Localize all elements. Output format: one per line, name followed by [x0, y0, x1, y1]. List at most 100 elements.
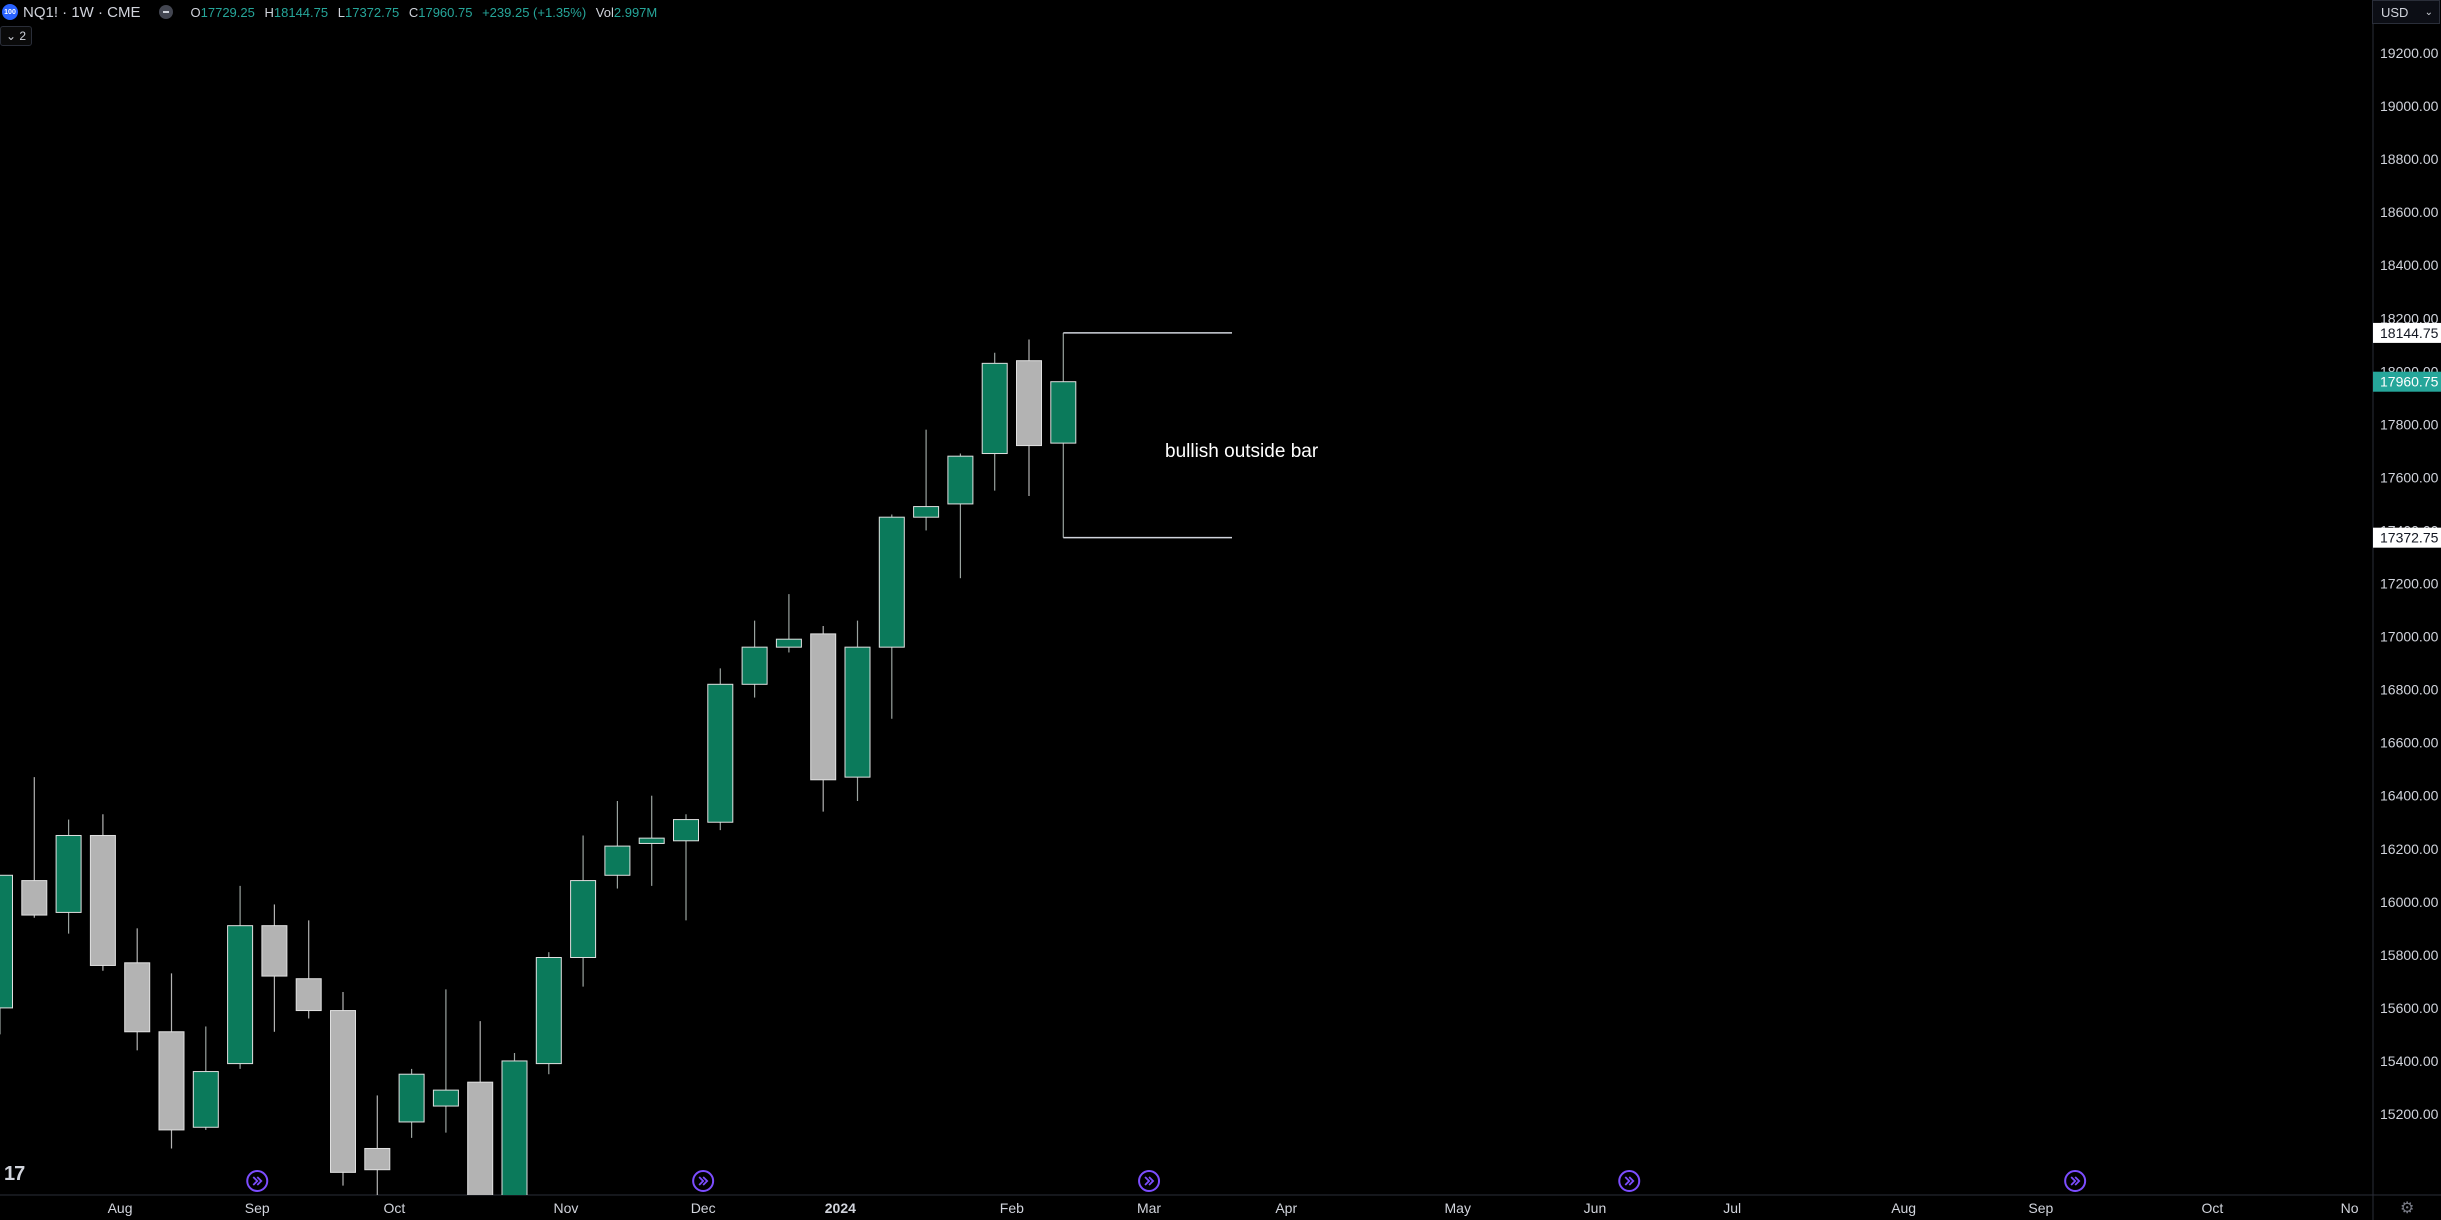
high-key: H — [264, 4, 274, 20]
candle-body[interactable] — [913, 506, 940, 518]
time-axis-label: 2024 — [825, 1200, 856, 1216]
candle-body[interactable] — [604, 845, 631, 876]
price-axis-label: 16800.00 — [2380, 682, 2439, 698]
price-axis-label: 15400.00 — [2380, 1053, 2439, 1069]
time-axis-label: Dec — [691, 1200, 716, 1216]
close-value: 17960.75 — [418, 4, 473, 20]
candle-body[interactable] — [467, 1081, 494, 1220]
chart-header: 100 NQ1! · 1W · CME O17729.25 H18144.75 … — [0, 0, 657, 24]
candle-body[interactable] — [158, 1031, 185, 1131]
chevron-down-icon: ⌄ — [5, 29, 17, 43]
symbol-logo-icon: 100 — [2, 4, 18, 20]
price-axis-label: 17600.00 — [2380, 469, 2439, 485]
price-axis-label: 18600.00 — [2380, 204, 2439, 220]
candle-body[interactable] — [570, 880, 597, 959]
price-axis-label: 18800.00 — [2380, 151, 2439, 167]
price-axis-label: 16000.00 — [2380, 894, 2439, 910]
candle-body[interactable] — [707, 683, 734, 823]
volume-key: Vol — [595, 4, 614, 20]
candle-body[interactable] — [741, 646, 768, 685]
candle-body[interactable] — [432, 1089, 459, 1107]
event-marker-icon[interactable] — [692, 1170, 715, 1192]
price-tag-label: 17960.75 — [2380, 374, 2439, 390]
price-axis-label: 18200.00 — [2380, 310, 2439, 326]
candle-body[interactable] — [124, 962, 151, 1033]
candles-group — [0, 332, 1077, 1220]
price-tag — [2373, 371, 2441, 392]
event-marker-icon[interactable] — [1618, 1170, 1641, 1192]
time-axis-label: Sep — [245, 1200, 270, 1216]
high-value: 18144.75 — [273, 4, 329, 20]
candle-body[interactable] — [89, 834, 116, 966]
candle-body[interactable] — [844, 646, 871, 778]
tradingview-logo: 17 — [4, 1163, 25, 1185]
time-axis-label: Aug — [108, 1200, 133, 1216]
event-marker-icon[interactable] — [1138, 1170, 1161, 1192]
price-tag-label: 17372.75 — [2380, 530, 2439, 546]
currency-label: USD — [2381, 4, 2409, 20]
price-tag — [2373, 527, 2441, 548]
indicators-toggle[interactable]: ⌄ 2 — [0, 26, 32, 46]
time-axis-label: Mar — [1137, 1200, 1161, 1216]
open-key: O — [190, 4, 201, 20]
candle-body[interactable] — [227, 925, 254, 1065]
time-axis-label: Oct — [384, 1200, 406, 1216]
price-tag — [2373, 322, 2441, 343]
candle-body[interactable] — [981, 362, 1008, 455]
symbol-title[interactable]: NQ1! · 1W · CME — [23, 3, 141, 21]
candle-body[interactable] — [398, 1073, 425, 1123]
event-marker-arrow — [1144, 1176, 1155, 1186]
time-axis-label: Apr — [1275, 1200, 1297, 1216]
candle-body[interactable] — [330, 1010, 356, 1173]
candle-body[interactable] — [261, 925, 288, 977]
candle-body[interactable] — [673, 819, 699, 842]
ohlc-values: O17729.25 H18144.75 L17372.75 C17960.75 … — [185, 5, 658, 20]
chevron-down-icon: ⌄ — [2424, 6, 2433, 18]
indicator-count: 2 — [19, 29, 27, 43]
time-axis-label: Oct — [2201, 1200, 2223, 1216]
candle-body[interactable] — [1016, 360, 1042, 447]
price-axis-label: 18400.00 — [2380, 257, 2439, 273]
event-marker-icon[interactable] — [246, 1170, 269, 1192]
price-axis-label: 19200.00 — [2380, 45, 2439, 61]
candle-body[interactable] — [21, 880, 48, 916]
price-axis-label: 16200.00 — [2380, 841, 2439, 857]
price-axis-label: 16600.00 — [2380, 735, 2439, 751]
candle-body[interactable] — [878, 516, 905, 648]
candle-body[interactable] — [535, 957, 562, 1065]
candle-body[interactable] — [55, 834, 82, 913]
price-axis-label: 16400.00 — [2380, 788, 2439, 804]
time-axis-label: Jun — [1584, 1200, 1607, 1216]
event-marker-icon[interactable] — [2064, 1170, 2087, 1192]
event-marker-arrow — [252, 1176, 263, 1186]
more-options-icon[interactable] — [158, 5, 173, 19]
change-value: +239.25 (+1.35%) — [482, 4, 587, 20]
candle-body[interactable] — [1050, 381, 1077, 444]
currency-select[interactable]: USD ⌄ — [2372, 0, 2440, 24]
candle-body[interactable] — [192, 1071, 219, 1128]
candle-body[interactable] — [295, 978, 322, 1012]
candle-body[interactable] — [638, 837, 665, 844]
time-axis-label: Aug — [1891, 1200, 1916, 1216]
price-axis-label: 15800.00 — [2380, 947, 2439, 963]
price-axis-label: 15200.00 — [2380, 1106, 2439, 1122]
candle-body[interactable] — [775, 638, 802, 648]
event-marker-arrow — [1624, 1176, 1635, 1186]
time-axis-label: Feb — [1000, 1200, 1024, 1216]
candle-body[interactable] — [947, 455, 974, 505]
price-tag-label: 18144.75 — [2380, 325, 2439, 341]
candle-body[interactable] — [0, 874, 13, 1009]
time-axis-label: May — [1445, 1200, 1471, 1216]
price-axis-label: 17800.00 — [2380, 416, 2439, 432]
candle-body[interactable] — [501, 1060, 528, 1220]
candle-body[interactable] — [810, 633, 837, 781]
price-axis-label: 15600.00 — [2380, 1000, 2439, 1016]
price-axis-label: 17200.00 — [2380, 576, 2439, 592]
volume-value: 2.997M — [613, 4, 658, 20]
candle-body[interactable] — [364, 1147, 391, 1171]
settings-gear-icon[interactable]: ⚙ — [2400, 1200, 2415, 1217]
open-value: 17729.25 — [200, 4, 255, 20]
low-key: L — [337, 4, 345, 20]
close-key: C — [408, 4, 419, 20]
